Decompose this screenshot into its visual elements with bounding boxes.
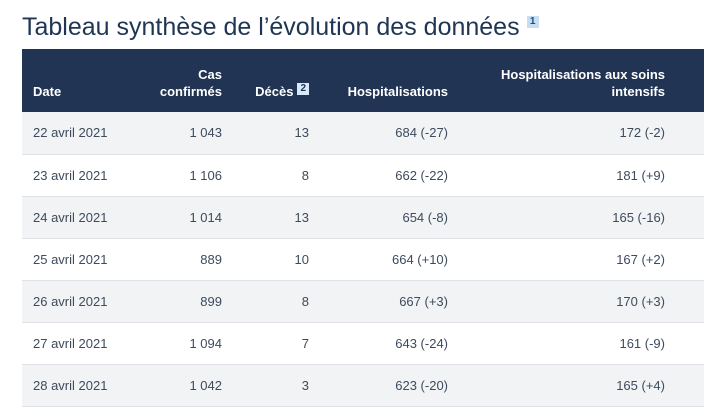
cell-date: 28 avril 2021 bbox=[33, 377, 108, 393]
cell-soins-intensifs: 165 (-16) bbox=[612, 209, 665, 225]
table-header: Date Cas confirmés Décès 2 Hospitalisatio… bbox=[22, 49, 704, 112]
table-row: 24 avril 2021 1 014 13 654 (-8) 165 (-16… bbox=[22, 196, 704, 238]
cell-hospitalisations: 662 (-22) bbox=[395, 167, 448, 183]
cell-soins-intensifs: 161 (-9) bbox=[619, 335, 665, 351]
cell-soins-intensifs: 172 (-2) bbox=[619, 125, 665, 141]
table-row: 27 avril 2021 1 094 7 643 (-24) 161 (-9) bbox=[22, 322, 704, 364]
cell-date: 22 avril 2021 bbox=[33, 125, 108, 141]
cell-date: 26 avril 2021 bbox=[33, 293, 108, 309]
cell-hospitalisations: 623 (-20) bbox=[395, 377, 448, 393]
header-hospitalisations: Hospitalisations bbox=[347, 84, 448, 99]
cell-cas: 1 043 bbox=[189, 125, 222, 141]
cell-hospitalisations: 664 (+10) bbox=[391, 251, 448, 267]
cell-deces: 8 bbox=[301, 167, 309, 183]
cell-hospitalisations: 654 (-8) bbox=[402, 209, 448, 225]
cell-cas: 1 094 bbox=[189, 335, 222, 351]
cell-deces: 13 bbox=[294, 209, 309, 225]
deces-footnote-badge[interactable]: 2 bbox=[297, 83, 309, 95]
title-footnote-badge[interactable]: 1 bbox=[526, 16, 539, 28]
cell-cas: 1 014 bbox=[189, 209, 222, 225]
cell-soins-intensifs: 181 (+9) bbox=[616, 167, 665, 183]
cell-deces: 8 bbox=[301, 293, 309, 309]
header-deces: Décès 2 bbox=[222, 49, 315, 112]
cell-cas: 1 042 bbox=[189, 377, 222, 393]
header-cas-confirmes: Cas confirmés bbox=[159, 67, 222, 99]
cell-hospitalisations: 667 (+3) bbox=[399, 293, 448, 309]
cell-date: 24 avril 2021 bbox=[33, 209, 108, 225]
table-row: 25 avril 2021 889 10 664 (+10) 167 (+2) bbox=[22, 238, 704, 280]
cell-deces: 7 bbox=[301, 335, 309, 351]
page-title-wrap: Tableau synthèse de l’évolution des donn… bbox=[22, 12, 539, 42]
cell-deces: 10 bbox=[294, 251, 309, 267]
table-row: 28 avril 2021 1 042 3 623 (-20) 165 (+4) bbox=[22, 364, 704, 406]
cell-date: 27 avril 2021 bbox=[33, 335, 108, 351]
cell-date: 23 avril 2021 bbox=[33, 167, 108, 183]
cell-cas: 899 bbox=[200, 293, 222, 309]
cell-deces: 3 bbox=[301, 377, 309, 393]
header-date: Date bbox=[33, 84, 62, 99]
table-header-row: Date Cas confirmés Décès 2 Hospitalisatio… bbox=[22, 49, 704, 112]
header-hospitalisations-soins-intensifs: Hospitalisations aux soins intensifs bbox=[501, 67, 665, 99]
summary-table: Date Cas confirmés Décès 2 Hospitalisatio… bbox=[22, 49, 704, 407]
cell-soins-intensifs: 170 (+3) bbox=[616, 293, 665, 309]
cell-deces: 13 bbox=[294, 125, 309, 141]
cell-cas: 1 106 bbox=[189, 167, 222, 183]
cell-date: 25 avril 2021 bbox=[33, 251, 108, 267]
page-title: Tableau synthèse de l’évolution des donn… bbox=[22, 13, 520, 41]
table-body: 22 avril 2021 1 043 13 684 (-27) 172 (-2… bbox=[22, 112, 704, 406]
cell-soins-intensifs: 165 (+4) bbox=[616, 377, 665, 393]
cell-hospitalisations: 643 (-24) bbox=[395, 335, 448, 351]
table-row: 26 avril 2021 899 8 667 (+3) 170 (+3) bbox=[22, 280, 704, 322]
cell-hospitalisations: 684 (-27) bbox=[395, 125, 448, 141]
table-row: 23 avril 2021 1 106 8 662 (-22) 181 (+9) bbox=[22, 154, 704, 196]
cell-soins-intensifs: 167 (+2) bbox=[616, 251, 665, 267]
table-row: 22 avril 2021 1 043 13 684 (-27) 172 (-2… bbox=[22, 112, 704, 154]
cell-cas: 889 bbox=[200, 251, 222, 267]
